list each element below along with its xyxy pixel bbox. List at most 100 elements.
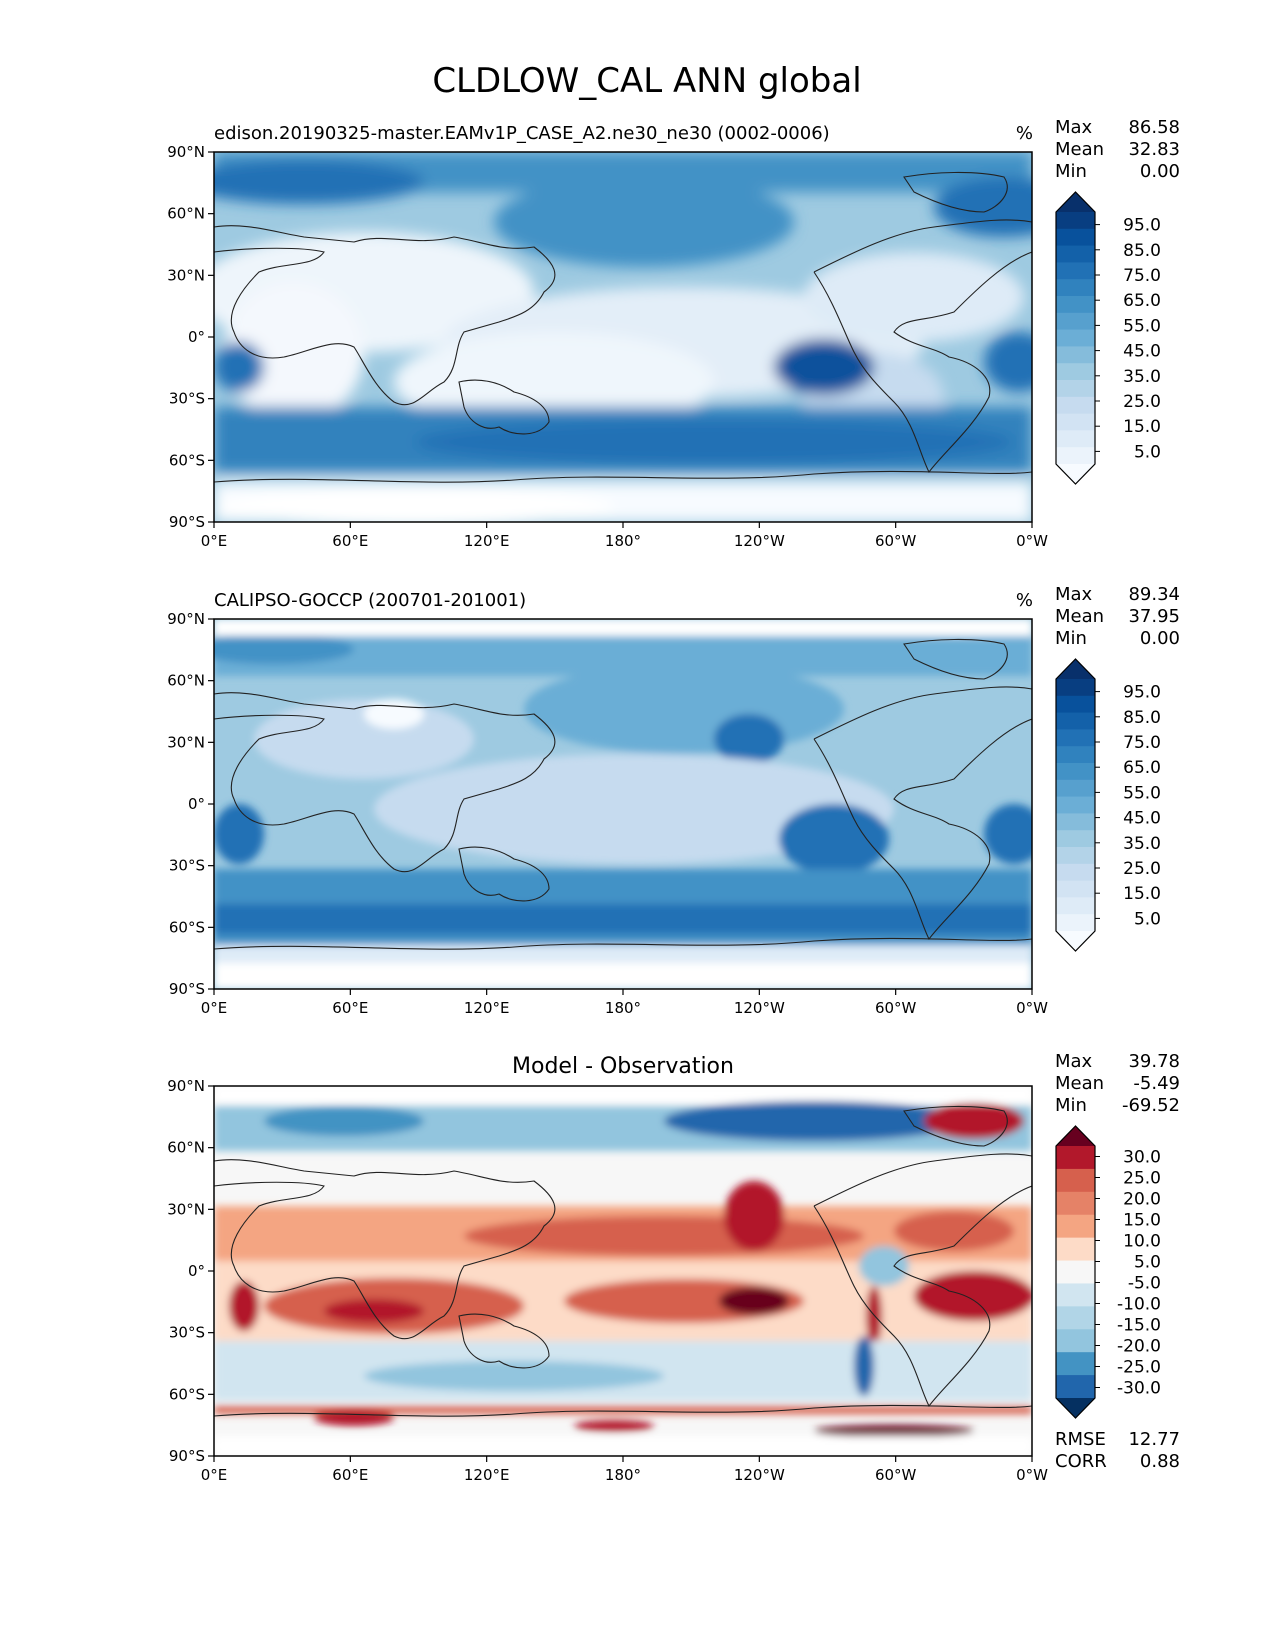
colorbar-bin [1056,1237,1095,1262]
lon-tick-label: 180° [605,1466,641,1484]
metric-label: RMSE [1055,1429,1106,1450]
colorbar-tick-label: -10.0 [1117,1295,1161,1315]
stat-label: Max [1055,584,1093,605]
colorbar-bin [1056,396,1095,415]
stat-value: 39.78 [1128,1051,1180,1072]
obs-coastlines [214,638,1032,950]
colorbar-bin [1056,763,1095,781]
colorbar-bin [1056,914,1095,932]
colorbar-tick-label: 95.0 [1123,683,1161,703]
colorbar-bin [1056,245,1095,263]
lon-tick-label: 120°W [734,999,785,1017]
panel-diff-title: Model - Observation [512,1054,734,1079]
colorbar-bin [1056,712,1095,730]
colorbar-bin [1056,312,1095,331]
colorbar-tick-label: 35.0 [1123,834,1161,854]
colorbar-tick-label: 75.0 [1123,266,1161,286]
colorbar-extension-max [1056,192,1095,212]
lat-tick-label: 90°N [167,610,205,628]
diff-coast-americas [813,1153,1032,1408]
lat-tick-label: 60°S [169,918,205,936]
lon-tick-label: 60°E [332,1466,368,1484]
stat-value: 32.83 [1128,139,1180,160]
colorbar-tick-label: -15.0 [1117,1316,1161,1336]
lon-tick-label: 120°W [734,1466,785,1484]
lat-tick-label: 90°S [169,1447,205,1465]
colorbar-bin [1056,1283,1095,1307]
lon-tick-label: 0°W [1016,999,1048,1017]
colorbar-bin [1056,729,1095,747]
metric-value: 12.77 [1128,1429,1180,1450]
colorbar-tick-label: -5.0 [1128,1274,1161,1294]
obs-coast-americas [813,686,1032,941]
model-coastlines [214,171,1032,483]
stat-label: Min [1055,161,1087,182]
stat-label: Mean [1055,606,1104,627]
colorbar-tick-label: 15.0 [1123,417,1161,437]
lat-tick-label: 60°N [167,1139,205,1157]
colorbar-bin [1056,363,1095,381]
colorbar-tick-label: -25.0 [1117,1358,1161,1378]
lat-tick-label: 30°S [169,857,205,875]
lat-tick-label: 60°S [169,451,205,469]
lon-tick-label: 60°W [875,1466,917,1484]
diff-coast-eurasia-africa [214,1159,556,1340]
colorbar-tick-label: 15.0 [1123,1211,1161,1231]
lat-tick-label: 60°N [167,672,205,690]
diff-axes: 90°N 60°N 30°N 0° 30°S 60°S 90°S0°E 60°E 120°E 18… [167,1077,1048,1484]
obs-field [214,619,1032,989]
lon-tick-label: 60°E [332,999,368,1017]
metric-label: CORR [1055,1451,1107,1472]
panel-obs-title: CALIPSO-GOCCP (200701-201001) [214,590,526,611]
stat-value: 86.58 [1128,117,1180,138]
lat-tick-label: 30°N [167,733,205,751]
obs-colorbar: 95.0 85.0 75.0 65.0 55.0 45.0 35.0 25.0 15.0 5.0 [1055,658,1161,952]
lon-tick-label: 0°W [1016,532,1048,550]
model-coast-americas [813,219,1032,474]
lon-tick-label: 60°W [875,999,917,1017]
colorbar-tick-label: 20.0 [1123,1190,1161,1210]
colorbar-bin [1056,1146,1095,1170]
colorbar-bin [1056,1260,1095,1284]
colorbar-bin [1056,695,1095,714]
colorbar-extension-max [1056,659,1095,679]
colorbar-bin [1056,1214,1095,1239]
stat-label: Min [1055,628,1087,649]
stat-label: Max [1055,117,1093,138]
lat-tick-label: 90°S [169,513,205,531]
lat-tick-label: 30°S [169,390,205,408]
lon-tick-label: 180° [605,532,641,550]
stat-value: 89.34 [1128,584,1180,605]
colorbar-tick-label: 75.0 [1123,733,1161,753]
model-field [214,152,1032,522]
colorbar-bin [1056,1168,1095,1193]
colorbar-tick-label: -30.0 [1117,1379,1161,1399]
colorbar-bin [1056,1375,1095,1399]
lat-tick-label: 30°N [167,1200,205,1218]
obs-coast-antarctica [214,937,1032,950]
panel-diff: Model - Observation [167,1051,1180,1484]
diff-field [214,1086,1032,1456]
colorbar-bin [1056,1306,1095,1330]
map-model: 90°N 60°N 30°N 0° 30°S 60°S 90°S0°E 60°E 120°E 18… [167,143,1048,550]
model-axes: 90°N 60°N 30°N 0° 30°S 60°S 90°S0°E 60°E 120°E 18… [167,143,1048,550]
lat-tick-label: 30°S [169,1324,205,1342]
obs-coast-eurasia-africa [214,692,556,873]
colorbar-bin [1056,329,1095,347]
colorbar-tick-label: 5.0 [1134,1253,1161,1273]
colorbar-tick-label: 25.0 [1123,859,1161,879]
panel-model-units: % [1016,123,1033,144]
colorbar-tick-label: 55.0 [1123,316,1161,336]
colorbar-bin [1056,380,1095,398]
lon-tick-label: 0°W [1016,1466,1048,1484]
stat-value: -5.49 [1133,1073,1180,1094]
colorbar-tick-label: 45.0 [1123,342,1161,362]
metric-value: 0.88 [1140,1451,1180,1472]
colorbar-bin [1056,779,1095,798]
lon-tick-label: 0°E [201,999,228,1017]
colorbar-outline [1055,658,1096,952]
colorbar-bin [1056,746,1095,764]
stat-label: Mean [1055,139,1104,160]
diff-coast-australia [458,1313,550,1369]
